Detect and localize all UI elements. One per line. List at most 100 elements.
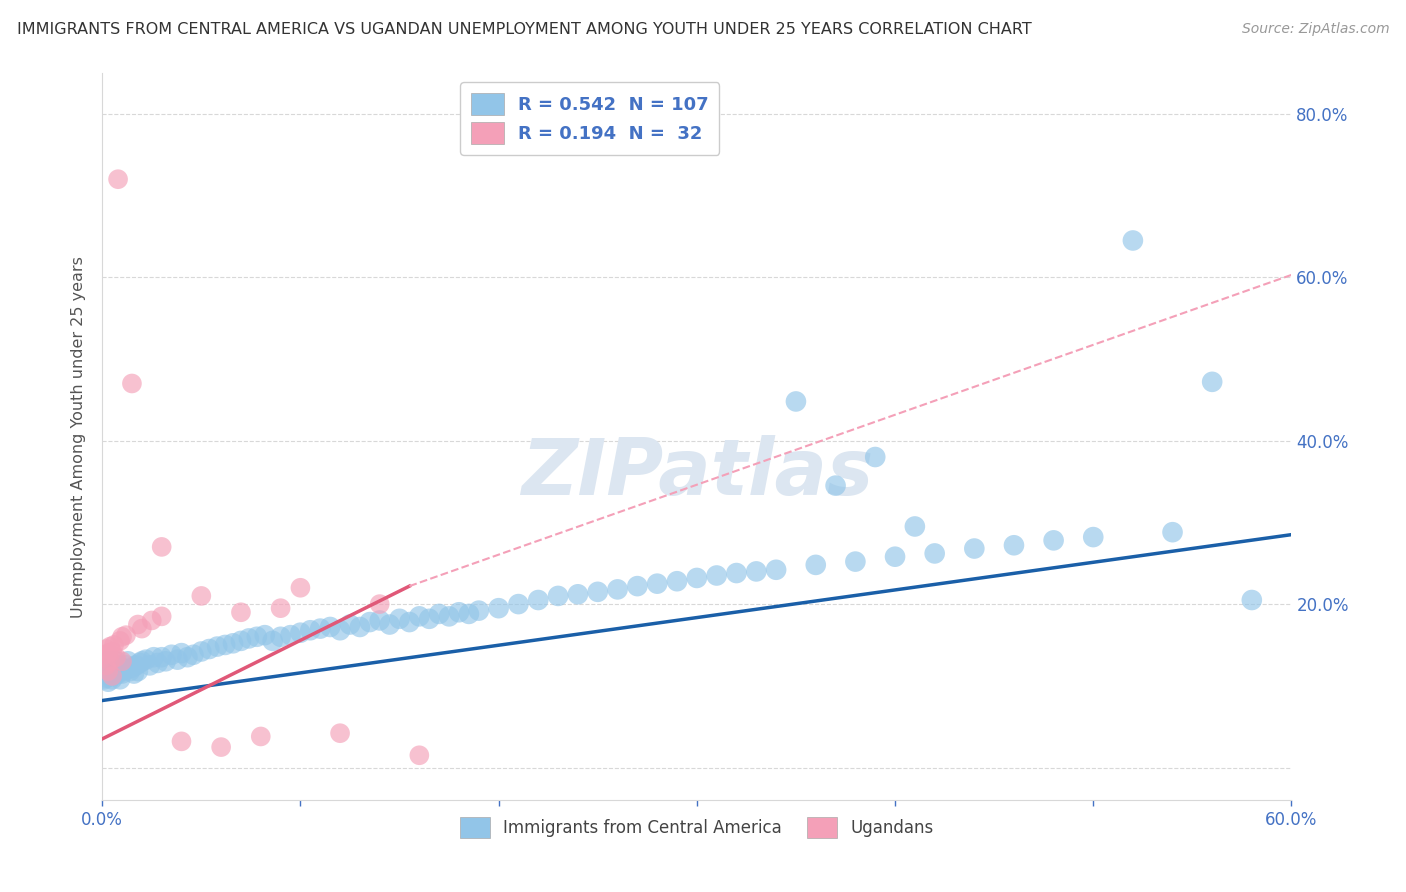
Point [122, 666, 145, 681]
Point [1240, 593, 1263, 607]
Point [1122, 234, 1144, 248]
Point [270, 601, 292, 615]
Text: ZIPatlas: ZIPatlas [520, 435, 873, 511]
Point [101, 673, 124, 687]
Point [457, 607, 479, 621]
Text: IMMIGRANTS FROM CENTRAL AMERICA VS UGANDAN UNEMPLOYMENT AMONG YOUTH UNDER 25 YEA: IMMIGRANTS FROM CENTRAL AMERICA VS UGAND… [17, 22, 1032, 37]
Point [105, 654, 128, 668]
Point [745, 565, 768, 579]
Point [262, 633, 284, 648]
Point [222, 636, 245, 650]
Point [1002, 538, 1025, 552]
Point [378, 617, 401, 632]
Point [349, 620, 371, 634]
Point [214, 638, 236, 652]
Point [111, 666, 134, 681]
Point [135, 653, 157, 667]
Point [107, 172, 129, 186]
Point [299, 624, 322, 638]
Point [115, 628, 138, 642]
Point [121, 376, 143, 391]
Point [96, 664, 118, 678]
Point [97, 664, 120, 678]
Y-axis label: Unemployment Among Youth under 25 years: Unemployment Among Youth under 25 years [72, 256, 86, 617]
Point [706, 568, 728, 582]
Point [319, 620, 342, 634]
Point [884, 549, 907, 564]
Point [567, 587, 589, 601]
Point [666, 574, 689, 589]
Point [270, 630, 292, 644]
Point [1161, 525, 1184, 540]
Point [626, 579, 648, 593]
Point [408, 609, 430, 624]
Point [176, 650, 198, 665]
Point [105, 650, 128, 665]
Point [765, 563, 787, 577]
Point [606, 582, 628, 597]
Point [166, 653, 188, 667]
Point [904, 519, 927, 533]
Point [190, 589, 212, 603]
Point [329, 726, 352, 740]
Point [150, 650, 173, 665]
Point [93, 666, 115, 681]
Point [107, 666, 129, 681]
Point [924, 546, 946, 560]
Point [1083, 530, 1105, 544]
Point [150, 540, 173, 554]
Point [97, 661, 120, 675]
Point [96, 642, 118, 657]
Point [101, 666, 124, 681]
Point [96, 658, 118, 673]
Point [1042, 533, 1064, 548]
Point [253, 628, 276, 642]
Point [112, 663, 135, 677]
Point [527, 593, 550, 607]
Point [127, 664, 149, 678]
Point [804, 558, 827, 572]
Point [141, 614, 163, 628]
Point [101, 658, 124, 673]
Point [246, 630, 269, 644]
Point [280, 628, 302, 642]
Point [105, 663, 128, 677]
Point [547, 589, 569, 603]
Point [103, 638, 125, 652]
Point [329, 624, 352, 638]
Point [127, 617, 149, 632]
Point [93, 648, 115, 662]
Point [209, 740, 232, 755]
Point [150, 609, 173, 624]
Point [96, 658, 118, 673]
Point [139, 658, 162, 673]
Point [290, 581, 312, 595]
Point [108, 633, 131, 648]
Point [238, 632, 260, 646]
Point [111, 661, 134, 675]
Point [160, 648, 183, 662]
Point [111, 630, 134, 644]
Point [645, 576, 668, 591]
Point [107, 658, 129, 673]
Point [97, 654, 120, 668]
Point [785, 394, 807, 409]
Point [108, 673, 131, 687]
Point [98, 654, 121, 668]
Point [844, 555, 866, 569]
Point [368, 597, 391, 611]
Text: Source: ZipAtlas.com: Source: ZipAtlas.com [1241, 22, 1389, 37]
Point [488, 601, 510, 615]
Point [229, 633, 252, 648]
Point [205, 640, 228, 654]
Point [98, 656, 121, 670]
Point [98, 669, 121, 683]
Point [131, 654, 153, 668]
Point [97, 674, 120, 689]
Point [359, 615, 381, 629]
Point [725, 566, 748, 580]
Point [142, 650, 165, 665]
Point [686, 571, 709, 585]
Point [118, 664, 141, 678]
Point [146, 656, 169, 670]
